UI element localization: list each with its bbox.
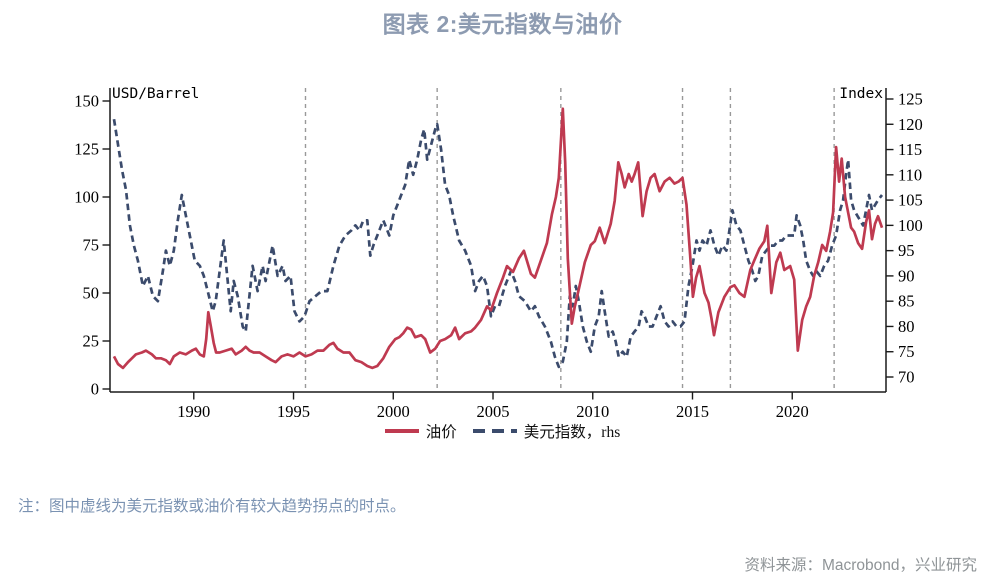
oil-line-swatch	[384, 429, 419, 433]
svg-text:USD/Barrel: USD/Barrel	[112, 86, 199, 102]
svg-text:2000: 2000	[377, 402, 410, 421]
svg-text:75: 75	[898, 342, 915, 361]
svg-text:115: 115	[898, 140, 922, 159]
svg-text:25: 25	[83, 332, 100, 351]
svg-text:125: 125	[898, 90, 923, 109]
svg-text:1990: 1990	[177, 402, 210, 421]
svg-text:85: 85	[898, 292, 915, 311]
oil-legend-label: 油价	[425, 424, 457, 441]
svg-text:2020: 2020	[776, 402, 809, 421]
svg-text:50: 50	[83, 284, 100, 303]
svg-text:Index: Index	[839, 86, 883, 102]
svg-text:80: 80	[898, 317, 915, 336]
svg-text:120: 120	[898, 115, 923, 134]
svg-text:2015: 2015	[676, 402, 709, 421]
data-source: 资料来源：Macrobond，兴业研究	[744, 557, 977, 574]
svg-text:2005: 2005	[477, 402, 510, 421]
svg-text:125: 125	[74, 140, 99, 159]
page-title: 图表 2:美元指数与油价	[382, 11, 623, 37]
legend-item-usd-index: 美元指数，rhs	[472, 420, 621, 442]
svg-text:1995: 1995	[277, 402, 310, 421]
svg-text:100: 100	[898, 216, 923, 235]
svg-text:105: 105	[898, 191, 923, 210]
svg-text:95: 95	[898, 241, 915, 260]
chart-footnote: 注：图中虚线为美元指数或油价有较大趋势拐点的时点。	[18, 498, 406, 515]
svg-text:90: 90	[898, 266, 915, 285]
svg-text:110: 110	[898, 165, 922, 184]
svg-text:70: 70	[898, 368, 915, 387]
svg-text:2010: 2010	[576, 402, 609, 421]
chart-legend: 油价 美元指数，rhs	[0, 420, 1005, 442]
svg-text:100: 100	[74, 188, 99, 207]
svg-text:0: 0	[91, 380, 99, 399]
svg-text:150: 150	[74, 92, 99, 111]
svg-text:75: 75	[83, 236, 100, 255]
line-chart: 0 25 50 75 100 125 150 70 75 80 85 90 95 100 105 110 115…	[74, 86, 923, 421]
legend-item-oil: 油价	[384, 420, 457, 442]
usd-index-legend-label: 美元指数，rhs	[523, 424, 621, 441]
usd-index-line-swatch	[472, 429, 517, 433]
